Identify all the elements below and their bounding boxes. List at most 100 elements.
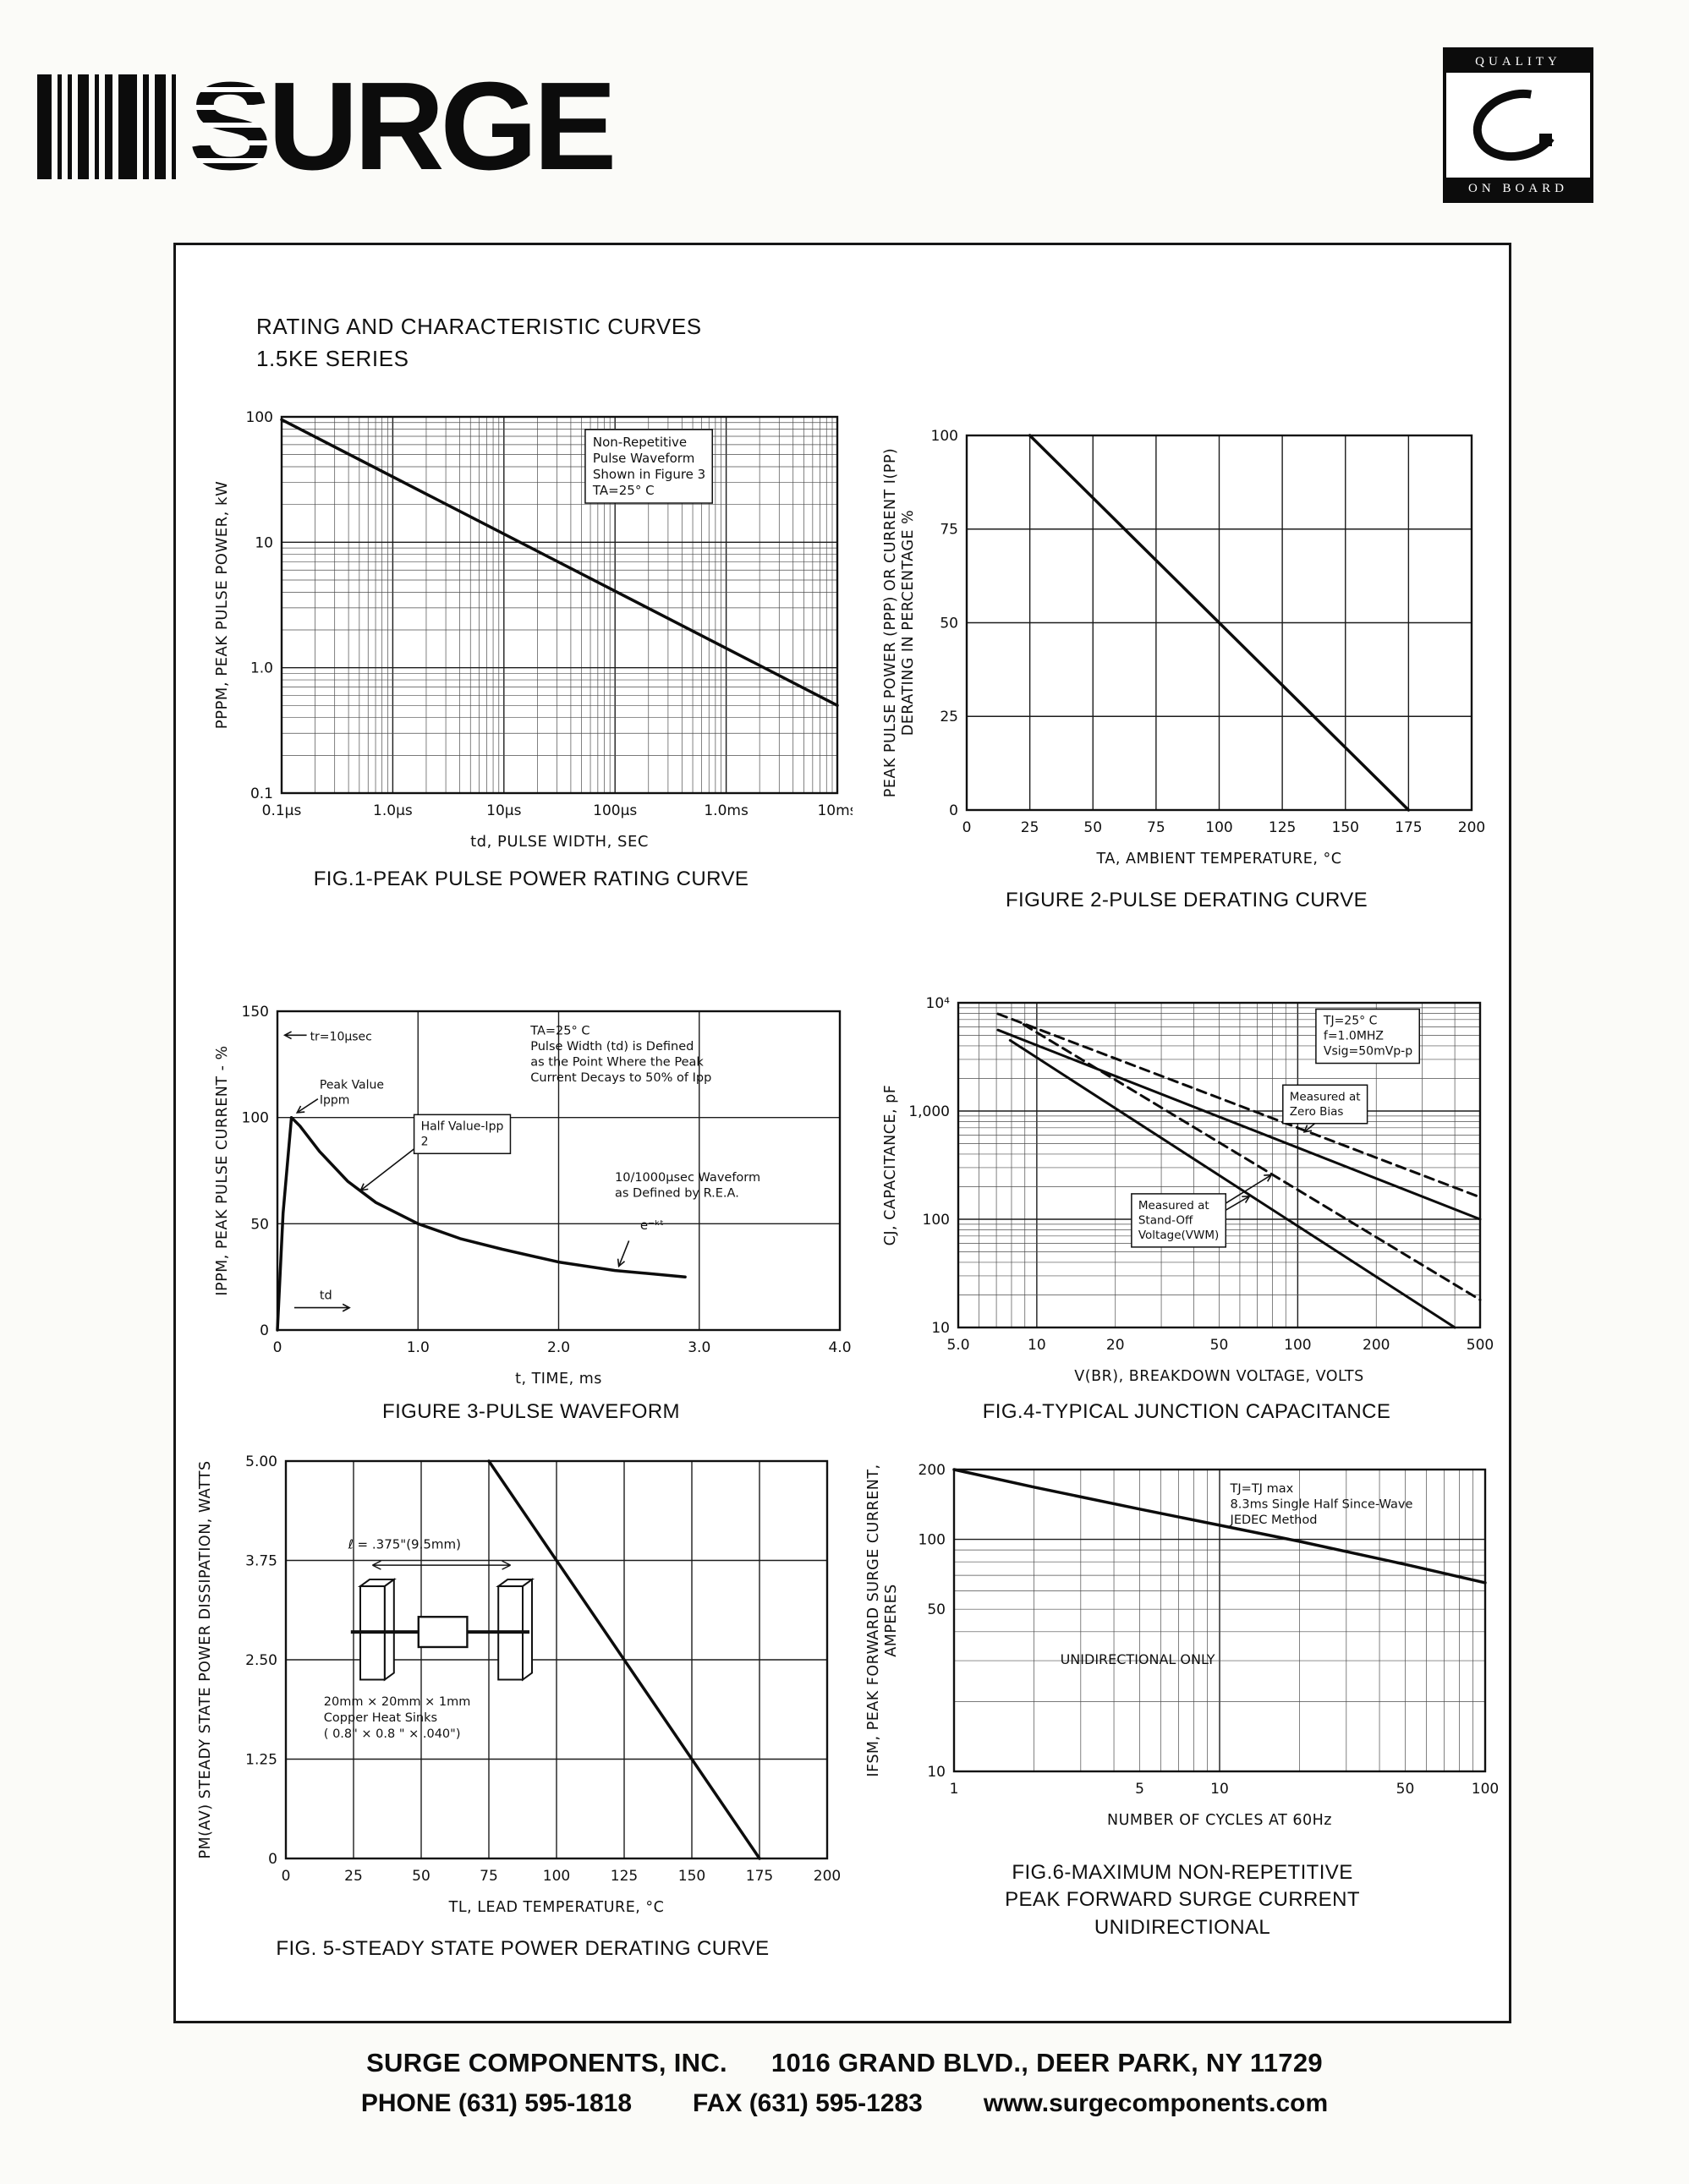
svg-text:IFSM, PEAK FORWARD SURGE CURRE: IFSM, PEAK FORWARD SURGE CURRENT, — [865, 1464, 882, 1776]
sheet-title-line2: 1.5KE SERIES — [256, 345, 409, 371]
svg-text:1.0µs: 1.0µs — [373, 802, 413, 819]
svg-text:Pulse Waveform: Pulse Waveform — [593, 451, 694, 466]
svg-text:0: 0 — [962, 819, 972, 836]
svg-text:3.75: 3.75 — [245, 1552, 277, 1569]
svg-text:0: 0 — [273, 1339, 282, 1356]
quality-on-board-badge: QUALITY ON BOARD — [1443, 47, 1593, 203]
svg-text:175: 175 — [1395, 819, 1422, 836]
footer-phone: PHONE (631) 595-1818 — [360, 2089, 633, 2117]
svg-text:50: 50 — [412, 1868, 430, 1885]
quality-badge-q-icon — [1446, 73, 1590, 178]
svg-text:PEAK PULSE POWER (PPP) OR CURR: PEAK PULSE POWER (PPP) OR CURRENT I(PP) — [882, 448, 899, 797]
svg-text:2: 2 — [421, 1135, 429, 1148]
svg-text:2.0: 2.0 — [547, 1339, 570, 1356]
svg-text:50: 50 — [927, 1601, 946, 1618]
svg-text:50: 50 — [1396, 1781, 1415, 1798]
svg-text:50: 50 — [1083, 819, 1102, 836]
svg-text:100: 100 — [1284, 1337, 1311, 1354]
svg-text:Voltage(VWM): Voltage(VWM) — [1138, 1229, 1219, 1242]
figure-6: 1 5 10 50 100 10 50 100 200 NUMBER OF CYCLES AT 6… — [861, 1440, 1504, 1941]
svg-text:20: 20 — [1106, 1337, 1125, 1354]
svg-text:Shown in Figure 3: Shown in Figure 3 — [593, 467, 705, 482]
figure-2: 0 25 50 75 100 125 150 175 200 0 25 50 75 100 TA, AMBI… — [878, 400, 1495, 912]
svg-text:Measured at: Measured at — [1290, 1090, 1361, 1103]
svg-text:8.3ms Single Half Since-Wave: 8.3ms Single Half Since-Wave — [1231, 1497, 1413, 1511]
fig2-chart: 0 25 50 75 100 125 150 175 200 0 25 50 75 100 TA, AMBI… — [878, 400, 1495, 882]
svg-text:e⁻ᵏᵗ: e⁻ᵏᵗ — [640, 1218, 664, 1233]
svg-text:10µs: 10µs — [486, 802, 521, 819]
fig3-caption: FIGURE 3-PULSE WAVEFORM — [382, 1400, 680, 1423]
fig5-chart: 0 25 50 75 100 125 150 175 200 0 1.25 2.50 3.75 5.00 T… — [193, 1431, 853, 1930]
svg-text:TJ=TJ max: TJ=TJ max — [1230, 1482, 1294, 1496]
svg-text:Peak Value: Peak Value — [320, 1078, 384, 1092]
svg-text:0: 0 — [949, 802, 958, 819]
fig5-caption: FIG. 5-STEADY STATE POWER DERATING CURVE — [276, 1937, 770, 1960]
svg-text:75: 75 — [480, 1868, 498, 1885]
svg-text:4.0: 4.0 — [828, 1339, 851, 1356]
svg-text:50: 50 — [250, 1216, 269, 1233]
footer-line2: PHONE (631) 595-1818 FAX (631) 595-1283 ww… — [0, 2089, 1689, 2118]
svg-text:t, TIME, ms: t, TIME, ms — [515, 1371, 602, 1388]
svg-text:Measured at: Measured at — [1138, 1199, 1209, 1212]
footer-fax: FAX (631) 595-1283 — [693, 2089, 923, 2117]
svg-text:TA, AMBIENT TEMPERATURE, °C: TA, AMBIENT TEMPERATURE, °C — [1096, 851, 1342, 868]
sheet-title-line1: RATING AND CHARACTERISTIC CURVES — [256, 314, 702, 339]
svg-text:10: 10 — [931, 1320, 950, 1337]
svg-text:150: 150 — [1332, 819, 1359, 836]
svg-text:5.0: 5.0 — [946, 1337, 969, 1354]
svg-text:1.25: 1.25 — [245, 1751, 277, 1768]
svg-text:10ms: 10ms — [817, 802, 853, 819]
footer-line1: SURGE COMPONENTS, INC. 1016 GRAND BLVD., … — [0, 2048, 1689, 2078]
svg-text:100: 100 — [1205, 819, 1232, 836]
svg-text:Half Value-Ipp: Half Value-Ipp — [421, 1119, 504, 1133]
svg-text:100: 100 — [923, 1212, 950, 1229]
svg-text:200: 200 — [1458, 819, 1485, 836]
svg-text:2.50: 2.50 — [245, 1652, 277, 1669]
svg-text:3.0: 3.0 — [688, 1339, 710, 1356]
svg-text:1,000: 1,000 — [908, 1103, 950, 1120]
svg-text:25: 25 — [344, 1868, 363, 1885]
svg-text:100: 100 — [543, 1868, 570, 1885]
svg-text:150: 150 — [242, 1004, 269, 1021]
svg-text:1.0: 1.0 — [250, 660, 273, 677]
svg-text:5: 5 — [1135, 1781, 1144, 1798]
svg-text:50: 50 — [940, 615, 958, 632]
svg-text:0.1: 0.1 — [250, 785, 273, 802]
svg-text:Ippm: Ippm — [320, 1093, 350, 1107]
fig3-chart: 0 1.0 2.0 3.0 4.0 0 50 100 150 t, TIME, ms IPPM, P… — [210, 988, 853, 1393]
logo-letter-s: S — [189, 57, 272, 196]
curves-sheet: RATING AND CHARACTERISTIC CURVES 1.5KE S… — [173, 243, 1511, 2023]
svg-text:500: 500 — [1467, 1337, 1494, 1354]
svg-text:10/1000µsec Waveform: 10/1000µsec Waveform — [615, 1171, 760, 1185]
svg-text:125: 125 — [1269, 819, 1296, 836]
fig6-caption: FIG.6-MAXIMUM NON-REPETITIVE PEAK FORWAR… — [861, 1859, 1504, 1941]
svg-text:IPPM, PEAK PULSE CURRENT - %: IPPM, PEAK PULSE CURRENT - % — [214, 1045, 231, 1295]
svg-text:tr=10µsec: tr=10µsec — [310, 1031, 372, 1044]
svg-text:CJ, CAPACITANCE, pF: CJ, CAPACITANCE, pF — [882, 1085, 899, 1246]
svg-text:TA=25° C: TA=25° C — [529, 1025, 590, 1038]
svg-text:100: 100 — [242, 1110, 269, 1127]
svg-text:25: 25 — [1021, 819, 1039, 836]
svg-text:100: 100 — [919, 1532, 946, 1549]
figure-5: 0 25 50 75 100 125 150 175 200 0 1.25 2.50 3.75 5.00 T… — [193, 1431, 853, 1961]
svg-text:Current Decays to 50% of Ipp: Current Decays to 50% of Ipp — [530, 1071, 711, 1085]
svg-text:ℓ = .375"(9.5mm): ℓ = .375"(9.5mm) — [348, 1536, 461, 1552]
page-footer: SURGE COMPONENTS, INC. 1016 GRAND BLVD., … — [0, 2048, 1689, 2118]
quality-badge-top-label: QUALITY — [1446, 51, 1590, 73]
svg-text:1.0ms: 1.0ms — [704, 802, 749, 819]
svg-text:Copper Heat Sinks: Copper Heat Sinks — [324, 1711, 437, 1725]
svg-text:as Defined by R.E.A.: as Defined by R.E.A. — [615, 1187, 739, 1201]
svg-text:50: 50 — [1210, 1337, 1229, 1354]
svg-text:Vsig=50mVp-p: Vsig=50mVp-p — [1324, 1045, 1412, 1059]
svg-text:f=1.0MHZ: f=1.0MHZ — [1324, 1030, 1384, 1043]
logo-letters-urge: URGE — [267, 57, 617, 196]
svg-text:TL, LEAD TEMPERATURE, °C: TL, LEAD TEMPERATURE, °C — [448, 1899, 665, 1916]
fig2-caption: FIGURE 2-PULSE DERATING CURVE — [1005, 889, 1368, 911]
svg-text:75: 75 — [940, 522, 958, 539]
svg-text:10: 10 — [927, 1764, 946, 1781]
svg-text:100: 100 — [246, 409, 273, 426]
footer-address: 1016 GRAND BLVD., DEER PARK, NY 11729 — [770, 2048, 1323, 2077]
svg-text:0.1µs: 0.1µs — [262, 802, 302, 819]
svg-text:Non-Repetitive: Non-Repetitive — [593, 435, 687, 450]
